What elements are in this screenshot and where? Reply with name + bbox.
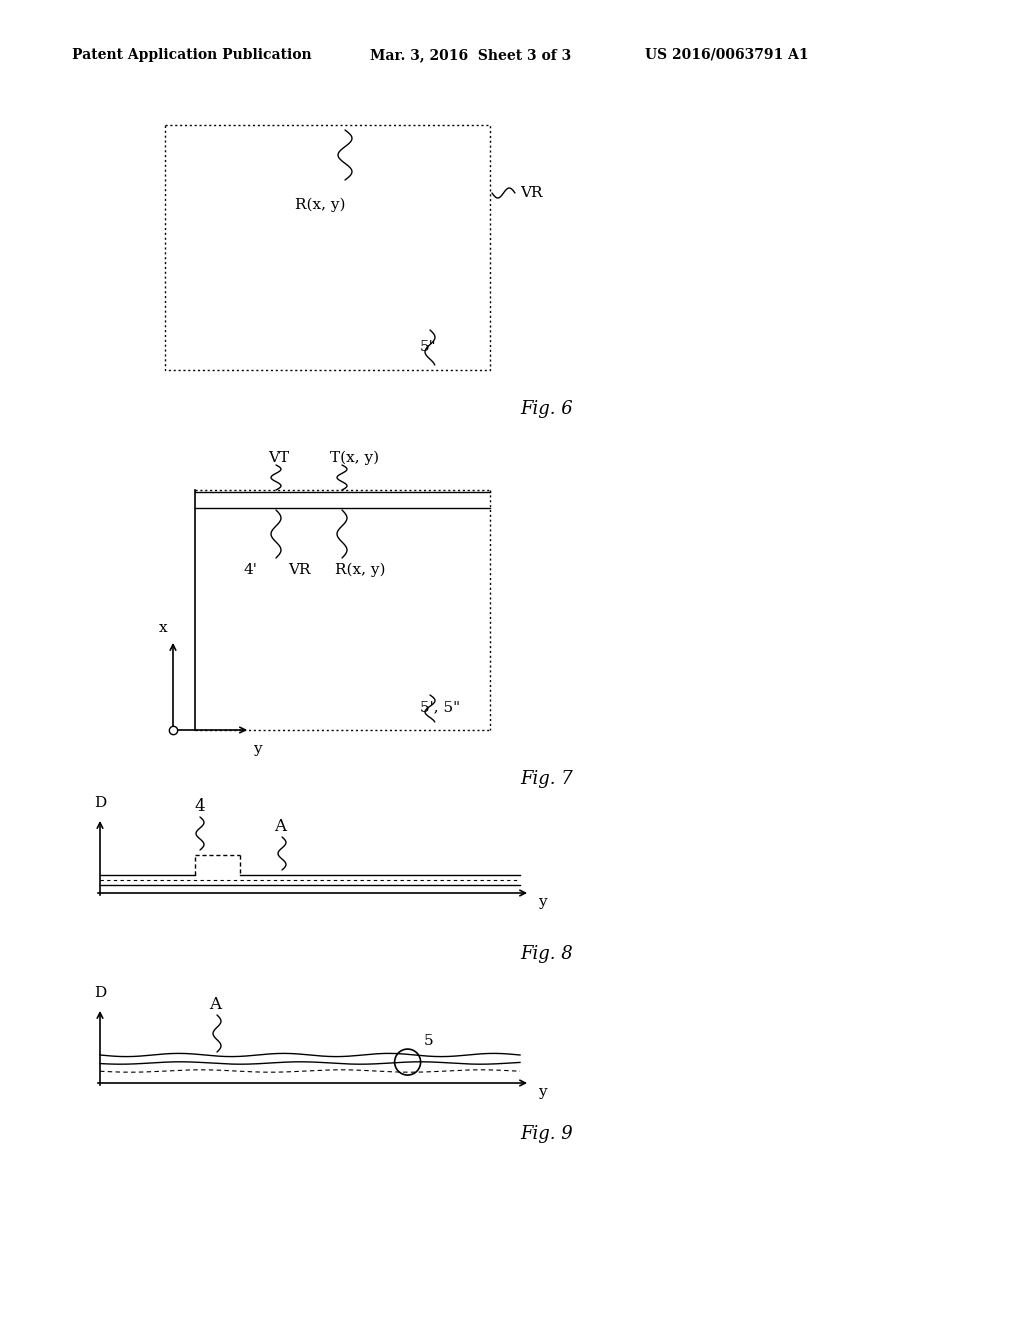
Text: A: A: [274, 818, 286, 836]
Text: 5": 5": [420, 341, 436, 354]
Text: Patent Application Publication: Patent Application Publication: [72, 48, 311, 62]
Text: 5: 5: [424, 1034, 433, 1048]
Text: y: y: [538, 1085, 547, 1100]
Text: D: D: [94, 796, 106, 810]
Text: y: y: [538, 895, 547, 909]
Text: Fig. 8: Fig. 8: [520, 945, 572, 964]
Text: US 2016/0063791 A1: US 2016/0063791 A1: [645, 48, 809, 62]
Text: 5', 5": 5', 5": [420, 700, 460, 714]
Text: Fig. 9: Fig. 9: [520, 1125, 572, 1143]
Text: Fig. 7: Fig. 7: [520, 770, 572, 788]
Text: x: x: [159, 620, 167, 635]
Text: Mar. 3, 2016  Sheet 3 of 3: Mar. 3, 2016 Sheet 3 of 3: [370, 48, 571, 62]
Text: 4: 4: [195, 799, 206, 814]
Text: VR: VR: [520, 186, 543, 201]
Text: A: A: [209, 997, 221, 1012]
Text: R(x, y): R(x, y): [295, 198, 345, 213]
Text: y: y: [253, 742, 261, 756]
Text: VR: VR: [288, 564, 310, 577]
Text: D: D: [94, 986, 106, 1001]
Text: R(x, y): R(x, y): [335, 564, 385, 577]
Text: T(x, y): T(x, y): [330, 450, 379, 465]
Text: 4': 4': [243, 564, 257, 577]
Text: Fig. 6: Fig. 6: [520, 400, 572, 418]
Text: VT: VT: [268, 451, 289, 465]
